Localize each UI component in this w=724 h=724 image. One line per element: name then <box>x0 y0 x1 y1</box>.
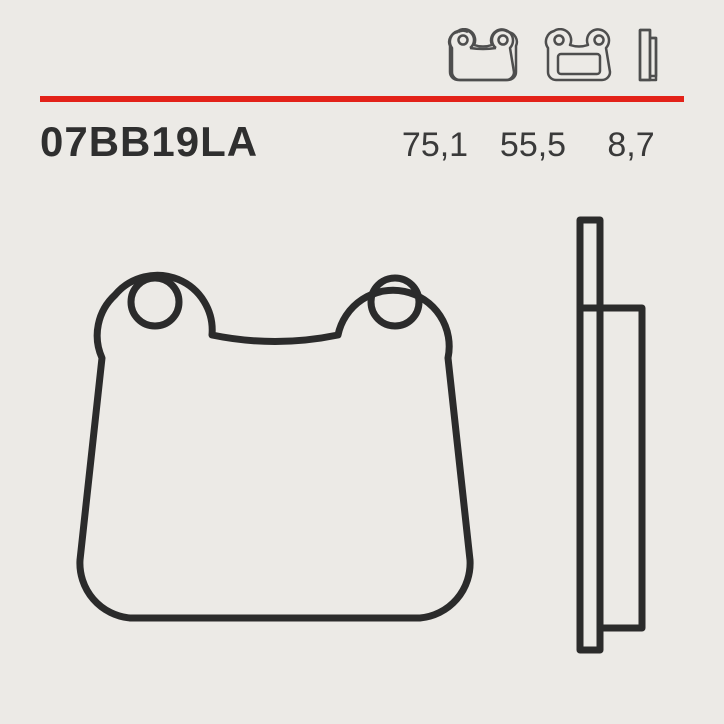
spec-row: 07BB19LA 75,1 55,5 8,7 <box>40 118 684 166</box>
dimensions: 75,1 55,5 8,7 <box>400 126 684 165</box>
dim-thickness: 8,7 <box>596 126 666 165</box>
pad-back-icon <box>540 28 618 84</box>
dim-width: 75,1 <box>400 126 470 165</box>
pad-front-icon <box>444 28 522 84</box>
side-view <box>580 220 642 650</box>
part-number: 07BB19LA <box>40 118 258 166</box>
divider-rule <box>40 96 684 102</box>
pad-side-icon <box>636 28 660 84</box>
dim-height: 55,5 <box>498 126 568 165</box>
technical-drawing <box>40 210 684 680</box>
front-view <box>80 275 470 618</box>
header-icons <box>0 28 724 84</box>
